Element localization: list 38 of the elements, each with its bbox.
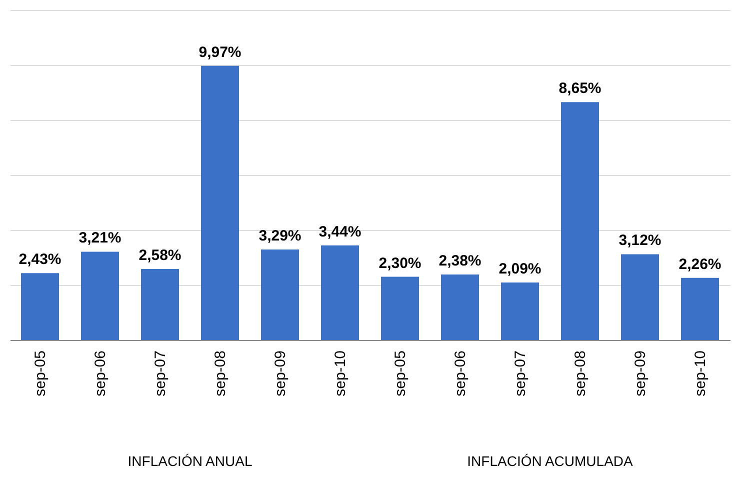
x-tick-label: sep-07 [512, 350, 529, 396]
bar [141, 269, 179, 340]
bar [321, 245, 359, 340]
data-label: 8,65% [558, 80, 602, 98]
data-label: 3,44% [318, 223, 362, 240]
bar [381, 276, 419, 340]
data-label: 3,12% [618, 232, 662, 250]
data-label: 9,97% [198, 44, 242, 61]
x-tick-label: sep-10 [692, 350, 709, 396]
x-tick-label: sep-08 [212, 350, 229, 396]
data-label: 3,21% [78, 230, 122, 247]
x-tick-label: sep-10 [332, 350, 349, 396]
bar [261, 250, 299, 340]
x-tick-label: sep-05 [392, 350, 409, 396]
data-label: 2,43% [18, 251, 62, 268]
bar [621, 254, 659, 340]
data-label: 3,29% [258, 228, 302, 245]
data-label: 2,58% [138, 247, 182, 264]
x-tick-label: sep-09 [632, 350, 649, 396]
x-tick-label: sep-09 [272, 350, 289, 396]
data-label: 2,26% [678, 256, 722, 273]
data-label: 2,30% [378, 254, 422, 272]
x-tick-label: sep-07 [152, 350, 169, 396]
x-tick-label: sep-06 [452, 350, 469, 396]
bar [201, 66, 239, 340]
x-tick-label: sep-05 [32, 350, 49, 396]
text: INFLACIÓN ACUMULADA [467, 453, 634, 469]
bar [441, 274, 479, 340]
bar [81, 252, 119, 340]
bar [681, 278, 719, 340]
text: INFLACIÓN ANUAL [128, 453, 252, 469]
data-label: 2,38% [438, 252, 482, 270]
bar [21, 273, 59, 340]
x-tick-label: sep-06 [92, 350, 109, 396]
bar [501, 282, 539, 340]
data-label: 2,09% [498, 260, 542, 278]
bar [561, 102, 599, 340]
x-tick-label: sep-08 [572, 350, 589, 396]
